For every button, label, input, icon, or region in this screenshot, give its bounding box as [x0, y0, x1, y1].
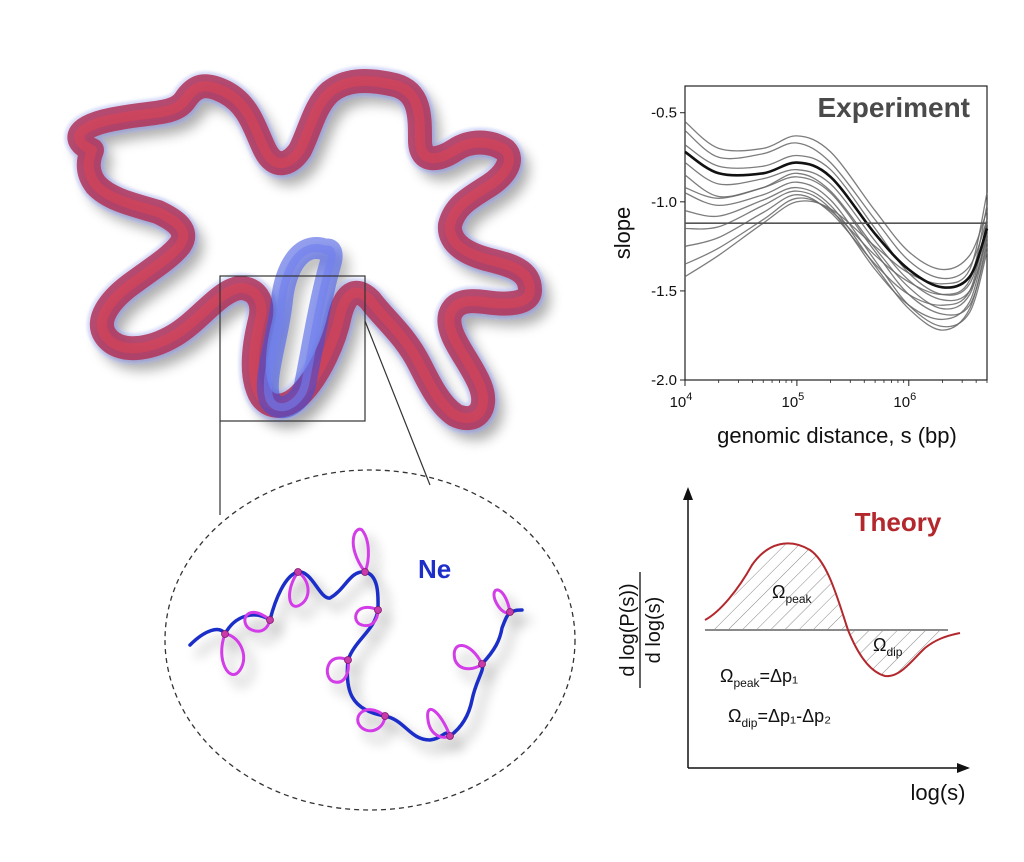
zoom-circle — [164, 469, 576, 811]
anchor-point — [506, 608, 514, 616]
experiment-series-group — [684, 121, 989, 331]
anchor-point — [478, 660, 486, 668]
experiment-x-ticks: 104 105 106 — [670, 380, 988, 411]
anchor-point — [361, 568, 369, 576]
y-tick-label: -1.0 — [651, 194, 677, 211]
omega-symbol: Ω — [728, 706, 741, 726]
x-tick-label: 106 — [893, 391, 916, 411]
ne-label: Ne — [418, 554, 451, 584]
omega-dip-label: Ωdip — [873, 635, 903, 659]
peak-subscript: peak — [785, 592, 812, 606]
experiment-xlabel: genomic distance, s (bp) — [717, 423, 957, 448]
anchor-point — [294, 568, 302, 576]
loop — [243, 611, 272, 633]
x-tick-label: 104 — [670, 391, 693, 411]
anchor-point — [221, 630, 229, 638]
experiment-series-line — [684, 129, 988, 280]
zoom-connector-right — [364, 320, 431, 486]
ne-backbone-chain — [188, 570, 524, 742]
omega-peak-label: Ωpeak — [772, 582, 812, 606]
equation-peak: Ωpeak=Δp₁ — [720, 666, 798, 690]
experiment-series-line — [684, 121, 988, 271]
loop — [288, 569, 310, 608]
experiment-chart: Experiment -0.5 -1.0 -1.5 -2.0 104 105 106 sl… — [610, 85, 989, 448]
equation-peak-rhs: =Δp₁ — [760, 666, 799, 686]
theory-curve — [704, 542, 961, 678]
theory-x-arrow — [957, 763, 970, 773]
y-tick-label: -2.0 — [651, 372, 677, 389]
equation-dip: Ωdip=Δp₁-Δp₂ — [728, 706, 831, 730]
anchor-point — [446, 732, 454, 740]
experiment-mean-line — [684, 150, 989, 289]
theory-ylabel: d log(P(s)) d log(s) — [617, 572, 665, 688]
loop — [452, 644, 484, 671]
experiment-series-line — [684, 197, 988, 296]
experiment-title: Experiment — [818, 92, 971, 123]
omega-symbol: Ω — [873, 635, 886, 655]
anchor-point — [266, 616, 274, 624]
anchor-point — [344, 656, 352, 664]
anchor-point — [374, 606, 382, 614]
experiment-y-ticks: -0.5 -1.0 -1.5 -2.0 — [651, 105, 685, 389]
loop — [356, 708, 387, 733]
polymer-blob-illustration — [64, 66, 545, 434]
loop — [426, 707, 452, 739]
loop — [325, 656, 350, 684]
omega-dip-area — [848, 630, 950, 677]
x-tick-label: 105 — [781, 391, 804, 411]
dip-subscript: dip — [886, 645, 902, 659]
zoom-circle-panel: Ne — [164, 469, 576, 811]
omega-peak-area — [705, 544, 848, 630]
peak-subscript: peak — [733, 676, 760, 690]
theory-ylabel-numerator: d log(P(s)) — [617, 583, 639, 676]
theory-y-arrow — [683, 487, 693, 500]
experiment-series-line — [684, 144, 988, 296]
experiment-series-line — [684, 181, 988, 328]
experiment-series-line — [684, 162, 988, 302]
theory-xlabel: log(s) — [910, 780, 965, 805]
y-tick-label: -1.5 — [651, 283, 677, 300]
polymer-blue-loop-core — [263, 244, 336, 412]
omega-symbol: Ω — [720, 666, 733, 686]
loop — [220, 632, 246, 676]
dip-subscript: dip — [741, 716, 757, 730]
loop — [354, 606, 380, 628]
experiment-ylabel: slope — [610, 207, 635, 260]
zoom-box — [219, 275, 366, 422]
polymer-red-core — [74, 76, 535, 424]
loop — [351, 527, 370, 576]
loop-anchors — [221, 568, 514, 740]
experiment-series-line — [684, 192, 988, 285]
theory-title: Theory — [855, 507, 942, 537]
theory-ylabel-denominator: d log(s) — [643, 597, 665, 664]
y-tick-label: -0.5 — [651, 105, 677, 122]
theory-schematic: Theory Ωpeak Ωdip Ωpeak=Δp₁ Ωdip=Δp₁-Δp₂… — [617, 487, 970, 805]
omega-symbol: Ω — [772, 582, 785, 602]
experiment-plot-frame — [684, 85, 988, 381]
equation-dip-rhs: =Δp₁-Δp₂ — [757, 706, 831, 726]
anchor-point — [381, 712, 389, 720]
experiment-series-line — [684, 174, 988, 316]
